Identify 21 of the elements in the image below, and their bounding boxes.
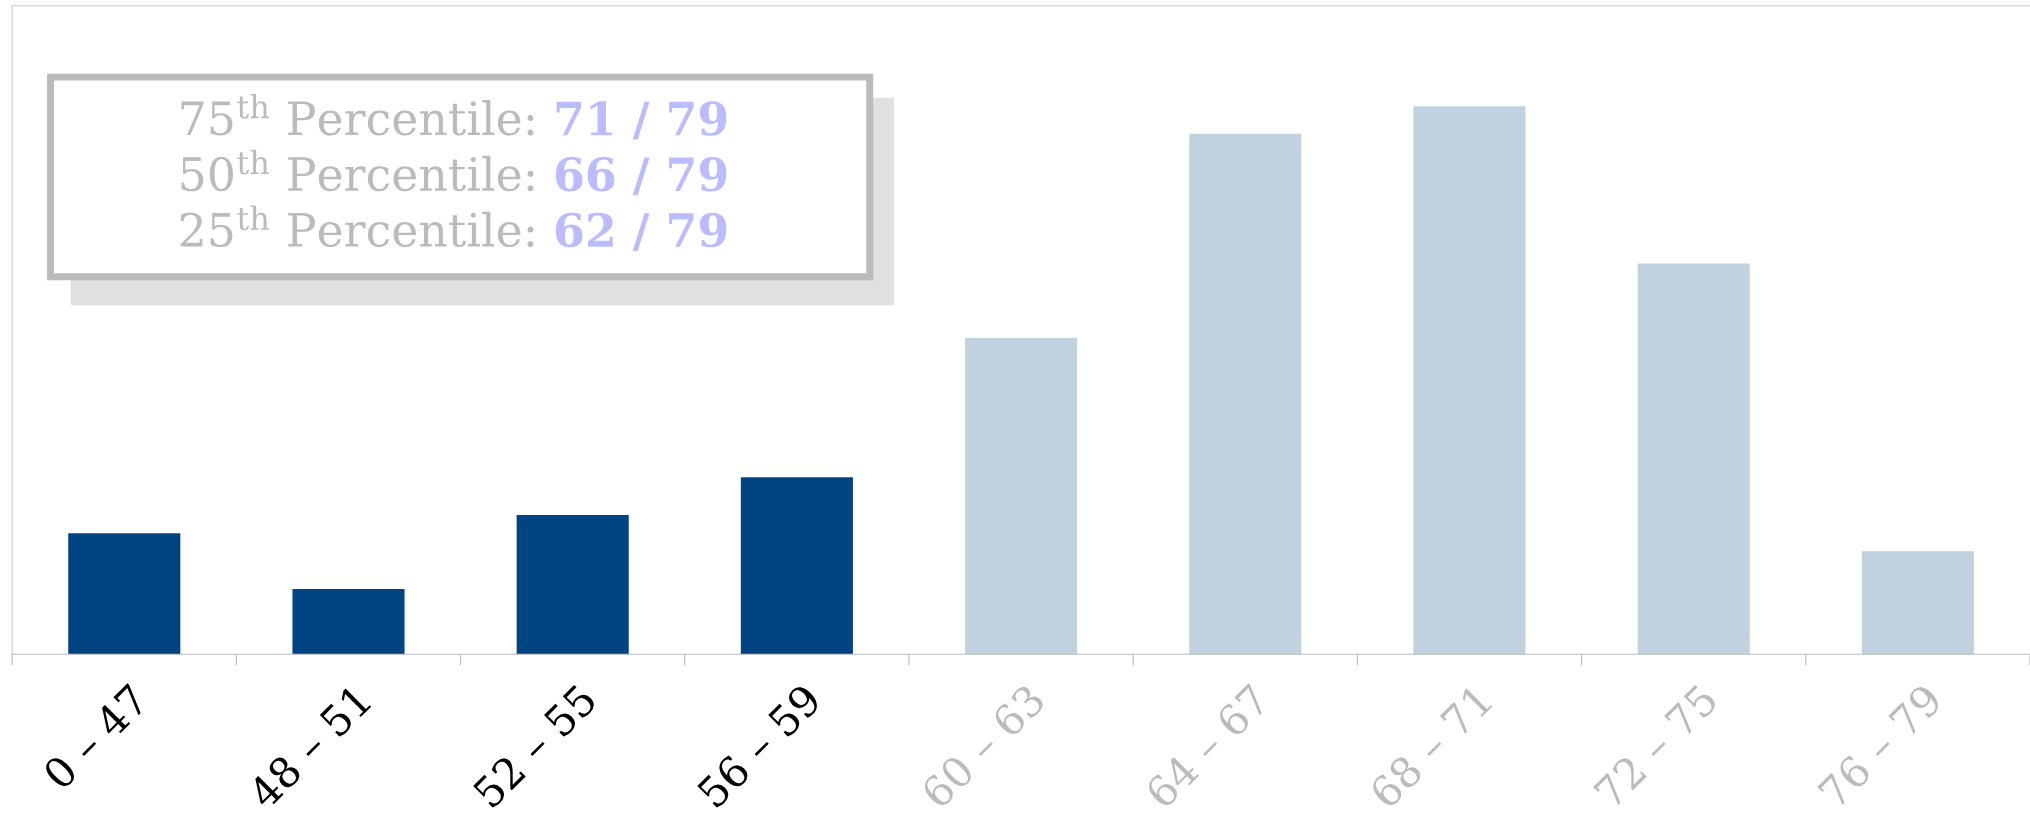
x-tick-label: 48 – 51	[245, 684, 372, 811]
annotation: 25$^{th}$ Percentile: 62 / 79	[180, 205, 727, 251]
bar	[965, 338, 1078, 655]
bar	[1413, 106, 1526, 655]
bar	[516, 515, 629, 655]
bar	[740, 477, 853, 655]
bar	[1189, 133, 1302, 655]
x-tick-label: 64 – 67	[1143, 682, 1271, 810]
annotation: 75$^{th}$ Percentile: 71 / 79	[181, 93, 727, 140]
bar	[1637, 263, 1750, 655]
x-tick-label: 0 – 47	[41, 682, 150, 791]
annotation: 50$^{th}$ Percentile: 66 / 79	[181, 149, 727, 196]
x-tick-label: 76 – 79	[1816, 682, 1944, 809]
bar	[1861, 551, 1974, 655]
x-tick-label: 60 – 63	[919, 682, 1047, 810]
x-tick-label: 68 – 71	[1368, 684, 1493, 810]
bar	[292, 589, 405, 655]
x-tick-label: 52 – 55	[471, 682, 598, 809]
bar	[68, 533, 181, 655]
x-tick-label: 72 – 75	[1592, 682, 1719, 809]
x-tick-label: 56 – 59	[695, 682, 823, 809]
